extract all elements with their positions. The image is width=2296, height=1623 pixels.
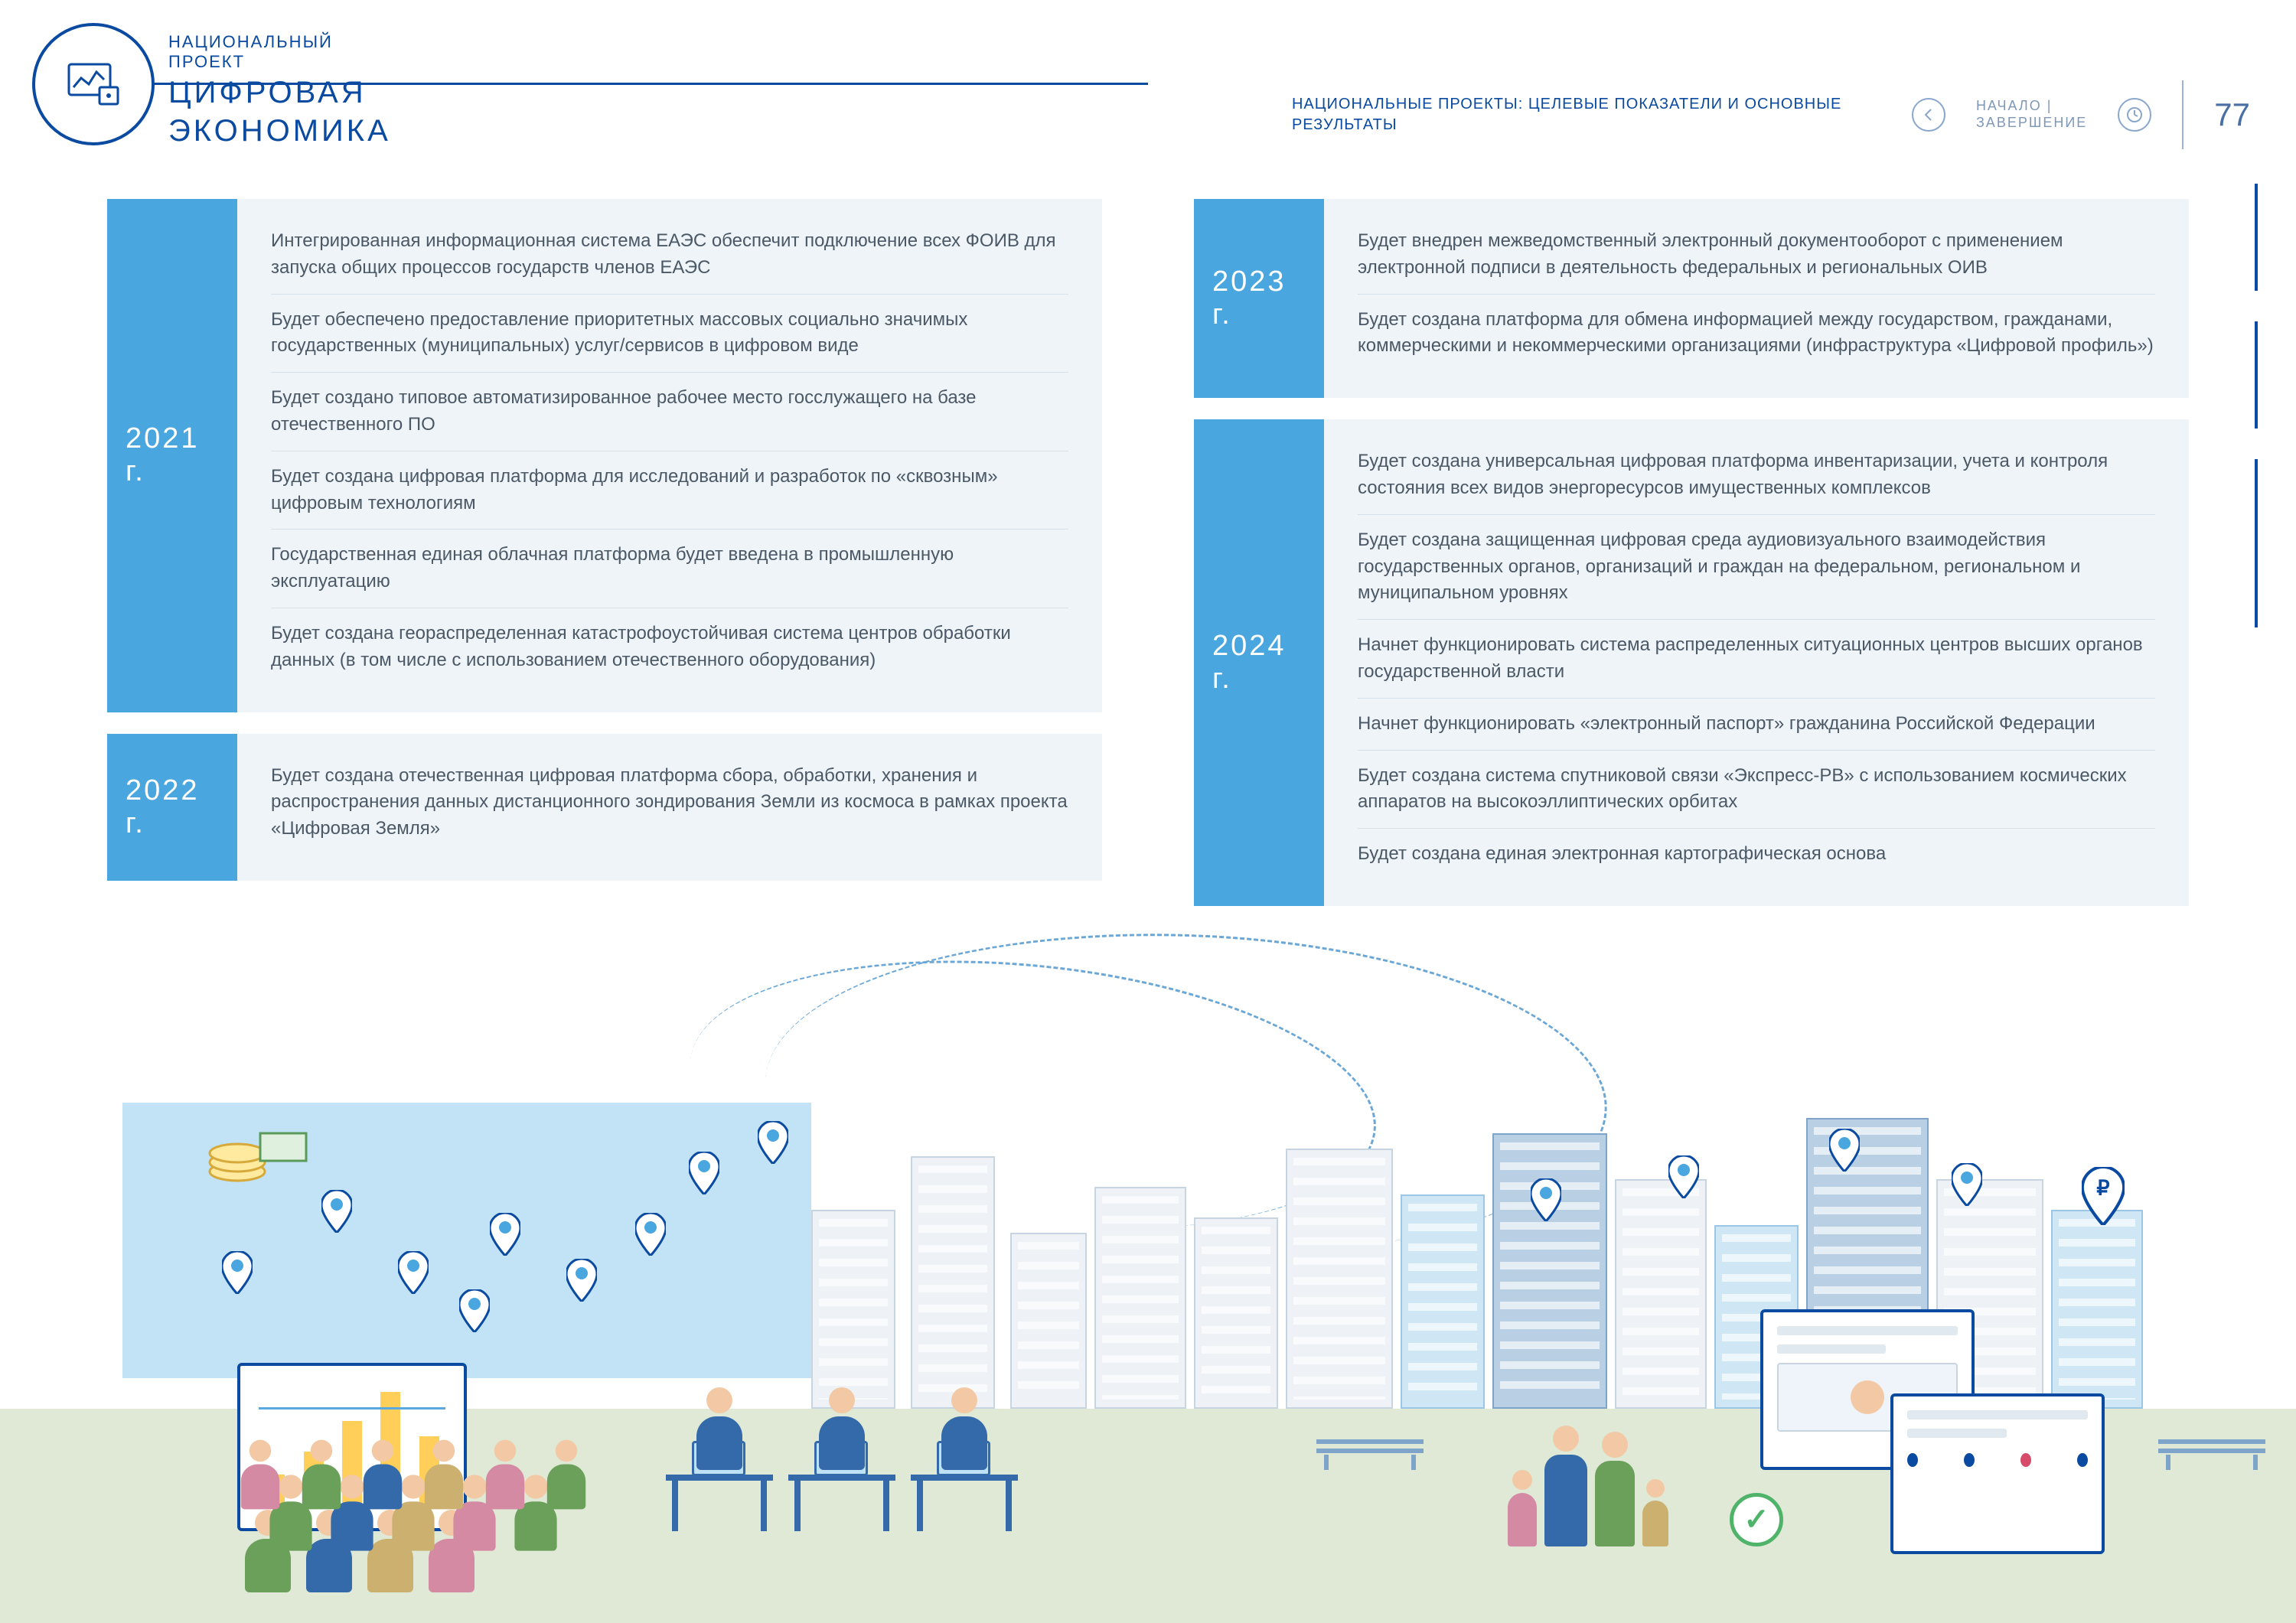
coins-icon — [207, 1118, 314, 1187]
ruble-pin-icon: ₽ — [2082, 1167, 2125, 1225]
audience-person-icon — [364, 1440, 402, 1510]
location-pin-icon — [321, 1190, 352, 1233]
year-item: Будет создана геораспределенная катастро… — [271, 608, 1068, 686]
dashboard-screen — [1890, 1393, 2105, 1554]
nav-label: НАЧАЛО | ЗАВЕРШЕНИЕ — [1976, 98, 2087, 131]
location-pin-icon — [1531, 1178, 1561, 1221]
building-icon — [811, 1210, 895, 1409]
year-item: Будет создана отечественная цифровая пла… — [271, 760, 1068, 855]
location-pin-icon — [566, 1259, 597, 1302]
check-badge-icon: ✓ — [1730, 1493, 1783, 1546]
year-tab-2022: 2022 г. — [107, 734, 237, 881]
year-tab-2024: 2024 г. — [1194, 419, 1324, 906]
audience-person-icon — [486, 1440, 524, 1510]
location-pin-icon — [490, 1213, 520, 1256]
chart-monitor-icon — [66, 61, 121, 107]
year-item: Будет создана цифровая платформа для исс… — [271, 451, 1068, 530]
nav-label-1: НАЧАЛО | — [1976, 98, 2087, 115]
header-subtitle-2: ПРОЕКТ — [168, 52, 391, 72]
year-item: Будет создана защищенная цифровая среда … — [1358, 514, 2155, 619]
year-body-2024: Будет создана универсальная цифровая пла… — [1324, 419, 2189, 906]
year-card-2024: 2024 г. Будет создана универсальная цифр… — [1194, 419, 2189, 906]
year-card-2023: 2023 г. Будет внедрен межведомственный э… — [1194, 199, 2189, 398]
location-pin-icon — [635, 1213, 666, 1256]
year-item: Будет создана универсальная цифровая пла… — [1358, 445, 2155, 514]
header-right: НАЦИОНАЛЬНЫЕ ПРОЕКТЫ: ЦЕЛЕВЫЕ ПОКАЗАТЕЛИ… — [1292, 80, 2250, 149]
year-item: Начнет функционировать «электронный пасп… — [1358, 698, 2155, 750]
year-card-2021: 2021 г. Интегрированная информационная с… — [107, 199, 1102, 712]
year-item: Государственная единая облачная платформ… — [271, 529, 1068, 608]
bench-icon — [1316, 1439, 1424, 1470]
year-item: Будет обеспечено предоставление приорите… — [271, 294, 1068, 373]
header-title-2: ЭКОНОМИКА — [168, 113, 391, 148]
year-item: Будет создано типовое автоматизированное… — [271, 372, 1068, 451]
location-pin-icon — [1668, 1155, 1699, 1198]
building-icon — [1492, 1133, 1607, 1409]
audience-person-icon — [241, 1440, 279, 1510]
right-column: 2023 г. Будет внедрен межведомственный э… — [1194, 199, 2189, 906]
year-body-2021: Интегрированная информационная система Е… — [237, 199, 1102, 712]
header-title-1: ЦИФРОВАЯ — [168, 75, 391, 110]
nav-label-2: ЗАВЕРШЕНИЕ — [1976, 115, 2087, 132]
nav-prev-icon[interactable] — [1912, 98, 1945, 132]
clock-icon — [2118, 98, 2151, 132]
location-pin-icon — [222, 1251, 253, 1294]
page-edge-marks — [2255, 184, 2258, 1546]
header-separator — [2182, 80, 2183, 149]
year-item: Будет создана единая электронная картогр… — [1358, 828, 2155, 880]
year-item: Начнет функционировать система распредел… — [1358, 619, 2155, 698]
person-icon — [941, 1387, 987, 1470]
building-icon — [911, 1156, 995, 1409]
year-item: Будет внедрен межведомственный электронн… — [1358, 225, 2155, 294]
breadcrumb: НАЦИОНАЛЬНЫЕ ПРОЕКТЫ: ЦЕЛЕВЫЕ ПОКАЗАТЕЛИ… — [1292, 94, 1881, 135]
person-icon — [696, 1387, 742, 1470]
audience-person-icon — [547, 1440, 585, 1510]
building-icon — [2051, 1210, 2143, 1409]
svg-text:₽: ₽ — [2096, 1176, 2109, 1200]
project-logo — [32, 23, 155, 145]
location-pin-icon — [689, 1152, 719, 1194]
year-body-2022: Будет создана отечественная цифровая пла… — [237, 734, 1102, 881]
location-pin-icon — [758, 1121, 788, 1164]
page-number: 77 — [2214, 96, 2250, 133]
year-body-2023: Будет внедрен межведомственный электронн… — [1324, 199, 2189, 398]
bench-icon — [2158, 1439, 2265, 1470]
header-rule — [153, 83, 1148, 85]
location-pin-icon — [459, 1289, 490, 1332]
audience-person-icon — [302, 1440, 341, 1510]
year-tab-2023: 2023 г. — [1194, 199, 1324, 398]
header-subtitle-1: НАЦИОНАЛЬНЫЙ — [168, 32, 391, 52]
left-column: 2021 г. Интегрированная информационная с… — [107, 199, 1102, 906]
header-titles: НАЦИОНАЛЬНЫЙ ПРОЕКТ ЦИФРОВАЯ ЭКОНОМИКА — [168, 32, 391, 148]
audience-person-icon — [425, 1440, 463, 1510]
year-item: Интегрированная информационная система Е… — [271, 225, 1068, 294]
building-icon — [1010, 1233, 1087, 1409]
building-icon — [1094, 1187, 1186, 1409]
person-icon — [819, 1387, 865, 1470]
year-item: Будет создана платформа для обмена инфор… — [1358, 294, 2155, 373]
year-card-2022: 2022 г. Будет создана отечественная цифр… — [107, 734, 1102, 881]
building-icon — [1194, 1217, 1278, 1409]
location-pin-icon — [1952, 1163, 1982, 1206]
building-icon — [1286, 1149, 1393, 1409]
illustration-strip: ✓ ₽ — [0, 1072, 2296, 1623]
location-pin-icon — [398, 1251, 429, 1294]
family-icon — [1508, 1426, 1668, 1546]
building-icon — [1615, 1179, 1707, 1409]
building-icon — [1401, 1194, 1485, 1409]
year-tab-2021: 2021 г. — [107, 199, 237, 712]
location-pin-icon — [1829, 1129, 1860, 1172]
year-item: Будет создана система спутниковой связи … — [1358, 750, 2155, 829]
